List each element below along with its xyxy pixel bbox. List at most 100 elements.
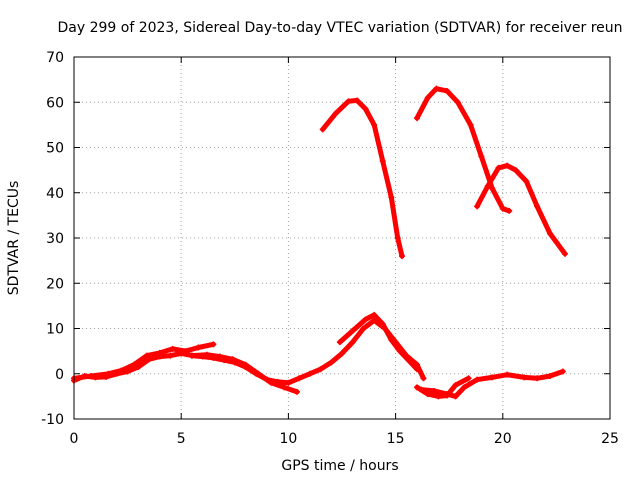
data-point [216, 353, 223, 360]
data-point [349, 339, 356, 346]
data-point [399, 253, 406, 260]
data-point [388, 194, 395, 201]
data-point [454, 99, 461, 106]
data-point [203, 351, 210, 358]
data-point [319, 126, 326, 133]
data-point [332, 110, 339, 117]
data-point [268, 379, 275, 386]
series-layer [71, 85, 568, 400]
data-point [444, 87, 451, 94]
data-point [484, 182, 491, 189]
y-axis-label: SDTVAR / TECUs [6, 181, 22, 296]
data-point [135, 363, 142, 370]
data-point [306, 370, 313, 377]
data-point [474, 203, 481, 210]
axes: 0 5 10 15 20 25 -10 0 10 20 30 40 50 60 70 [41, 50, 619, 447]
data-point [420, 375, 427, 382]
data-point [433, 85, 440, 92]
series-arc-h [414, 375, 472, 400]
series-line [189, 352, 300, 395]
data-point [444, 391, 451, 398]
grid [74, 57, 610, 419]
data-point [210, 341, 217, 348]
series-arc-i [418, 368, 566, 400]
data-point [414, 115, 421, 122]
data-point [461, 384, 468, 391]
data-point [546, 230, 553, 237]
data-point [546, 373, 553, 380]
series-arc-a [319, 97, 406, 260]
series-line [474, 163, 568, 257]
data-point [281, 384, 288, 391]
data-point [371, 121, 378, 128]
series-arc-e [71, 341, 217, 382]
data-point [360, 325, 367, 332]
data-point [362, 106, 369, 113]
data-point [131, 361, 138, 368]
data-point [414, 384, 421, 391]
data-point [418, 386, 425, 393]
data-point [167, 352, 174, 359]
series-line [414, 86, 512, 214]
x-tick-label: 25 [601, 431, 619, 447]
x-tick-label: 5 [177, 431, 186, 447]
data-point [424, 94, 431, 101]
data-point [396, 348, 403, 355]
y-tick-label: 60 [46, 95, 64, 111]
y-tick-label: 10 [46, 322, 64, 338]
x-tick-label: 15 [387, 431, 405, 447]
data-point [504, 162, 511, 169]
data-point [478, 153, 485, 160]
series-arc-c [474, 162, 568, 257]
chart-title: Day 299 of 2023, Sidereal Day-to-day VTE… [57, 20, 622, 36]
data-point [431, 387, 438, 394]
data-point [495, 164, 502, 171]
data-point [452, 382, 459, 389]
data-point [169, 345, 176, 352]
data-point [489, 374, 496, 381]
data-point [394, 235, 401, 241]
y-tick-label: 50 [46, 141, 64, 157]
x-axis-label: GPS time / hours [281, 458, 398, 474]
y-tick-label: 40 [46, 186, 64, 202]
data-point [339, 350, 345, 357]
data-point [118, 367, 125, 374]
y-tick-label: 70 [46, 50, 64, 66]
data-point [195, 344, 202, 351]
data-point [371, 311, 378, 318]
series-line [71, 317, 426, 386]
data-point [156, 349, 163, 356]
data-point [474, 376, 481, 383]
data-point [296, 375, 303, 382]
data-point [88, 373, 95, 380]
data-point [328, 359, 335, 366]
series-line [320, 97, 405, 259]
series-arc-f [188, 351, 300, 395]
y-tick-label: 30 [46, 231, 64, 247]
data-point [489, 185, 496, 192]
data-point [504, 371, 511, 378]
data-point [229, 356, 236, 363]
x-tick-label: 0 [70, 431, 79, 447]
data-point [362, 316, 369, 323]
data-point [465, 375, 472, 382]
data-point [561, 250, 568, 257]
series-arc-d [71, 317, 427, 386]
data-point [512, 167, 519, 174]
data-point [506, 207, 513, 214]
data-point [414, 366, 421, 373]
data-point [452, 393, 459, 400]
data-point [349, 327, 356, 334]
data-point [105, 370, 112, 377]
data-point [559, 368, 566, 375]
data-point [345, 98, 352, 105]
data-point [521, 374, 528, 381]
y-tick-label: 20 [46, 276, 64, 292]
data-point [182, 348, 189, 355]
data-point [534, 203, 541, 210]
x-tick-label: 20 [494, 431, 512, 447]
data-point [523, 178, 530, 185]
series-arc-g [336, 311, 421, 373]
y-tick-label: 0 [55, 367, 64, 383]
data-point [534, 375, 541, 382]
